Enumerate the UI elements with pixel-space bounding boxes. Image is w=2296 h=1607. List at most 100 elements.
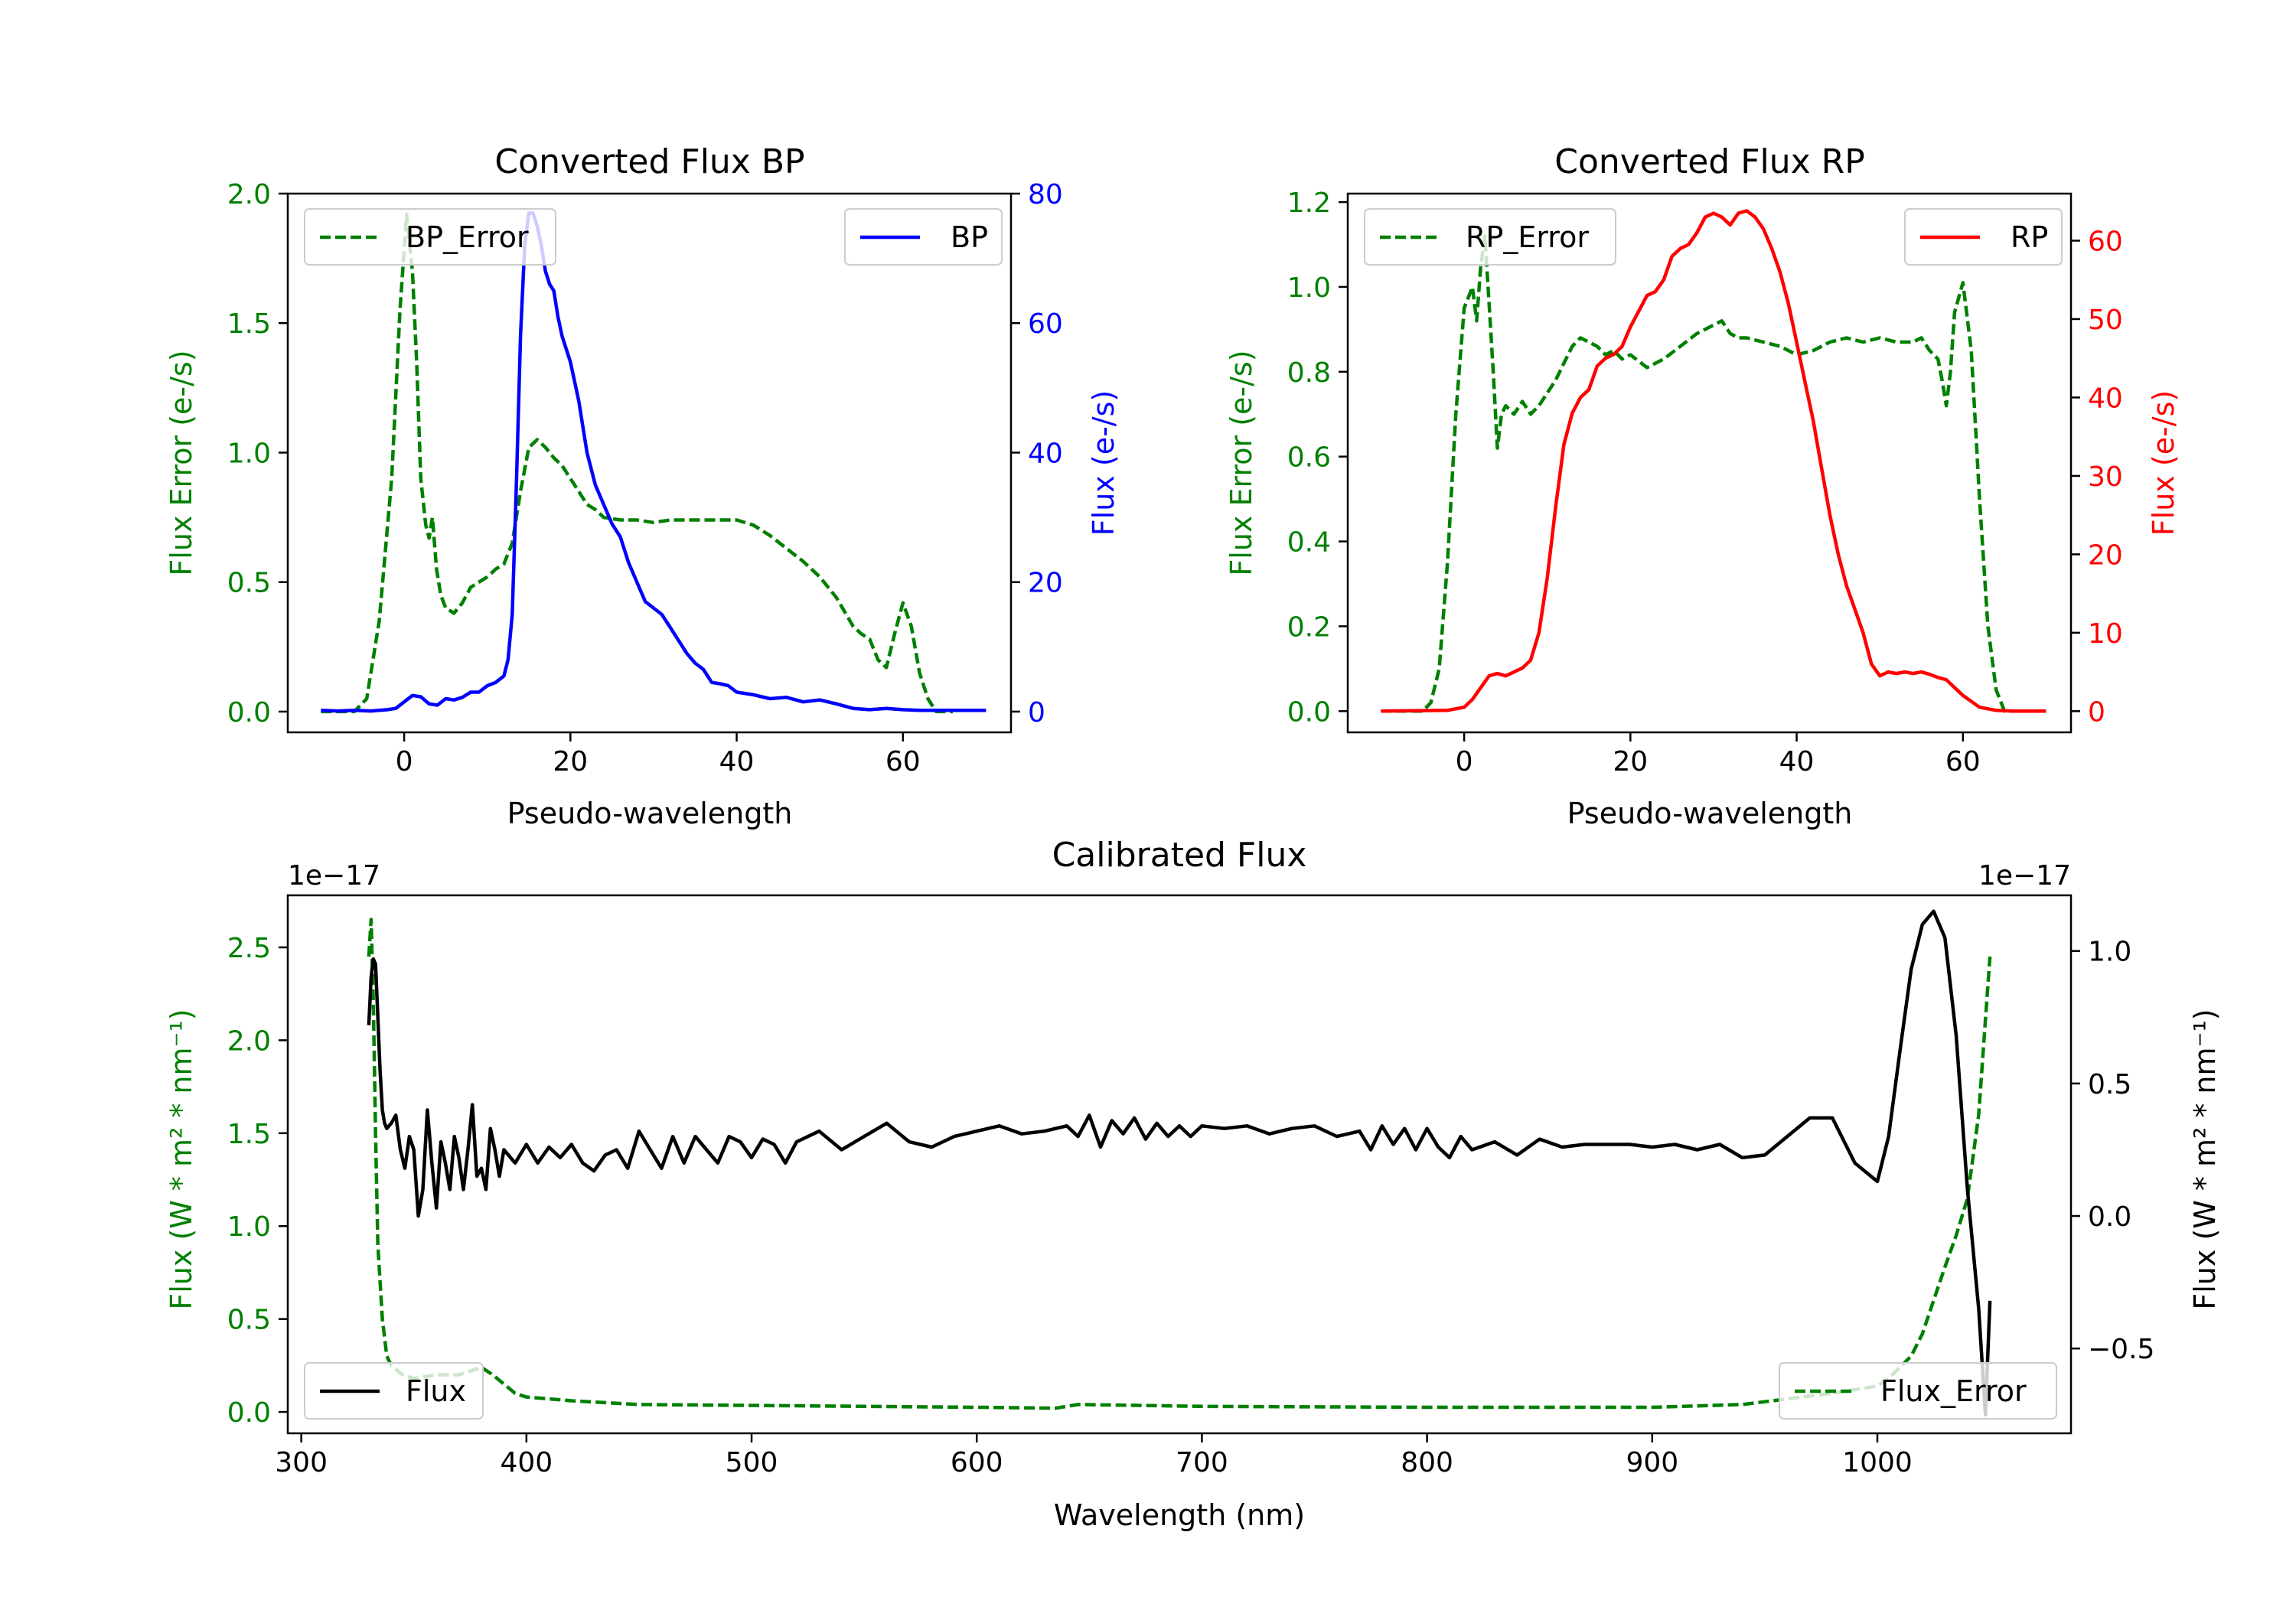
bp-xtick-label: 60: [885, 746, 921, 777]
calibrated-ytick-left-label: 1.0: [227, 1211, 271, 1243]
rp-ytick-right-label: 10: [2088, 618, 2123, 650]
bp-xtick-label: 40: [719, 746, 755, 777]
calibrated-ytick-right-label: 0.0: [2088, 1201, 2131, 1233]
rp-ytick-left-label: 0.4: [1287, 527, 1331, 559]
rp-xtick-label: 40: [1779, 746, 1815, 777]
calibrated-xtick-label: 400: [500, 1447, 553, 1478]
bp-plot-frame: [286, 192, 1013, 734]
bp-ytick-left-label: 2.0: [227, 179, 271, 210]
bp-ylabel-left: Flux Error (e-/s): [165, 350, 198, 575]
bp-ytick-right-label: 0: [1028, 697, 1045, 729]
rp-legend-right: RP: [1904, 208, 2063, 266]
cal-offset-left: 1e−17: [288, 860, 380, 892]
calibrated-series-flux: [367, 909, 1992, 1417]
rp-legend-left-box: [1364, 208, 1616, 266]
bp-ytick-left-label: 1.0: [227, 438, 271, 469]
calibrated-ytick-left-label: 0.5: [227, 1305, 271, 1336]
cal-legend-error-label: Flux_Error: [1880, 1374, 2027, 1408]
bp-xlabel: Pseudo-wavelength: [507, 797, 793, 830]
calibrated-ytick-left-label: 1.5: [227, 1119, 271, 1150]
calibrated-xtick-label: 900: [1626, 1447, 1678, 1478]
calibrated-ytick-right-label: −0.5: [2088, 1334, 2154, 1365]
rp-ylabel-right: Flux (e-/s): [2147, 390, 2180, 536]
rp-ytick-left-label: 0.6: [1287, 442, 1331, 474]
cal-legend-flux-label: Flux: [406, 1374, 466, 1408]
bp-ytick-left-label: 0.0: [227, 697, 271, 729]
rp-ytick-right-label: 0: [2088, 696, 2105, 728]
rp-series-rp: [1381, 209, 2047, 713]
bp-ytick-right-label: 60: [1028, 308, 1063, 340]
rp-legend-error-label: RP_Error: [1466, 220, 1589, 254]
cal-legend-right: Flux_Error: [1779, 1362, 2057, 1420]
rp-xtick-label: 60: [1945, 746, 1981, 777]
bp-lines: [321, 211, 987, 714]
calibrated-ytick-right-label: 0.5: [2088, 1069, 2131, 1100]
bp-ylabel-right: Flux (e-/s): [1087, 390, 1120, 536]
rp-xtick-label: 0: [1456, 746, 1473, 777]
rp-xtick-label: 20: [1613, 746, 1648, 777]
rp-ytick-right-label: 30: [2088, 461, 2123, 493]
rp-title: Converted Flux RP: [1554, 142, 1865, 181]
calibrated-xtick-label: 1000: [1842, 1447, 1913, 1478]
bp-ytick-left-label: 0.5: [227, 568, 271, 599]
calibrated-xtick-label: 700: [1176, 1447, 1228, 1478]
rp-series-rp-error: [1381, 234, 2013, 713]
bp-ytick-right-label: 20: [1028, 568, 1063, 599]
cal-ylabel-right: Flux (W * m² * nm⁻¹): [2188, 1009, 2222, 1309]
rp-legend-left: RP_Error: [1364, 208, 1616, 266]
calibrated-xtick-label: 300: [275, 1447, 328, 1478]
rp-ytick-left-label: 1.2: [1287, 187, 1331, 219]
rp-legend-right-box: [1904, 208, 2063, 266]
bp-legend-flux-label: BP: [951, 220, 988, 254]
rp-legend-flux-label: RP: [2011, 220, 2048, 254]
rp-ytick-right-label: 60: [2088, 226, 2123, 257]
bp-title: Converted Flux BP: [494, 142, 804, 181]
rp-ytick-right-label: 20: [2088, 539, 2123, 571]
bp-ytick-left-label: 1.5: [227, 308, 271, 340]
cal-xlabel: Wavelength (nm): [1054, 1498, 1305, 1532]
bp-ticks: 0 20 40 60 0.0 0.5 1.0 1.5 2.0 0 20 40 60 80: [227, 179, 1063, 777]
rp-ytick-right-label: 50: [2088, 305, 2123, 336]
calibrated-ytick-left-label: 2.0: [227, 1025, 271, 1057]
rp-ytick-left-label: 0.0: [1287, 696, 1331, 728]
rp-ylabel-left: Flux Error (e-/s): [1225, 350, 1258, 575]
cal-legend-left-box: [304, 1362, 484, 1420]
bp-legend-error-label: BP_Error: [406, 220, 529, 254]
rp-lines: [1381, 209, 2047, 713]
calibrated-ytick-left-label: 0.0: [227, 1397, 271, 1429]
cal-title: Calibrated Flux: [1052, 836, 1307, 875]
calibrated-xtick-label: 500: [726, 1447, 778, 1478]
rp-ticks: 0 20 40 60 0.0 0.2 0.4 0.6 0.8 1.0 1.2 0 10 20 30 40 50 6…: [1287, 187, 2123, 777]
rp-plot-frame: [1346, 192, 2073, 734]
calibrated-xtick-label: 600: [951, 1447, 1003, 1478]
calibrated-ytick-right-label: 1.0: [2088, 937, 2131, 968]
calibrated-xtick-label: 800: [1401, 1447, 1453, 1478]
bp-series-bp: [321, 211, 987, 713]
bp-legend-right: BP: [844, 208, 1003, 266]
bp-legend-right-box: [844, 208, 1003, 266]
cal-offset-right: 1e−17: [1978, 860, 2071, 892]
bp-legend-left: BP_Error: [304, 208, 556, 266]
bp-series-bp-error: [321, 212, 953, 714]
panel-calibrated: Calibrated Flux Wavelength (nm) Flux (W …: [165, 836, 2222, 1532]
cal-legend-left: Flux: [304, 1362, 484, 1420]
panel-bp: Converted Flux BP Pseudo-wavelength Flux…: [165, 142, 1120, 830]
bp-xtick-label: 0: [396, 746, 413, 777]
rp-ytick-left-label: 1.0: [1287, 272, 1331, 304]
panel-rp: Converted Flux RP Pseudo-wavelength Flux…: [1225, 142, 2180, 830]
rp-ytick-left-label: 0.2: [1287, 611, 1331, 643]
rp-xlabel: Pseudo-wavelength: [1567, 797, 1853, 830]
cal-legend-right-box: [1779, 1362, 2057, 1420]
rp-ytick-left-label: 0.8: [1287, 357, 1331, 389]
cal-ticks: 300 400 500 600 700 800 900 1000 0.0 0.5 1.0 1.5 2.0…: [227, 933, 2155, 1478]
rp-ytick-right-label: 40: [2088, 383, 2123, 414]
cal-plot-frame: [286, 894, 2073, 1435]
bp-xtick-label: 20: [553, 746, 588, 777]
bp-ytick-right-label: 40: [1028, 438, 1063, 469]
cal-ylabel-left: Flux (W * m² * nm⁻¹): [165, 1009, 198, 1309]
calibrated-ytick-left-label: 2.5: [227, 933, 271, 964]
bp-ytick-right-label: 80: [1028, 179, 1063, 210]
bp-legend-left-box: [304, 208, 556, 266]
